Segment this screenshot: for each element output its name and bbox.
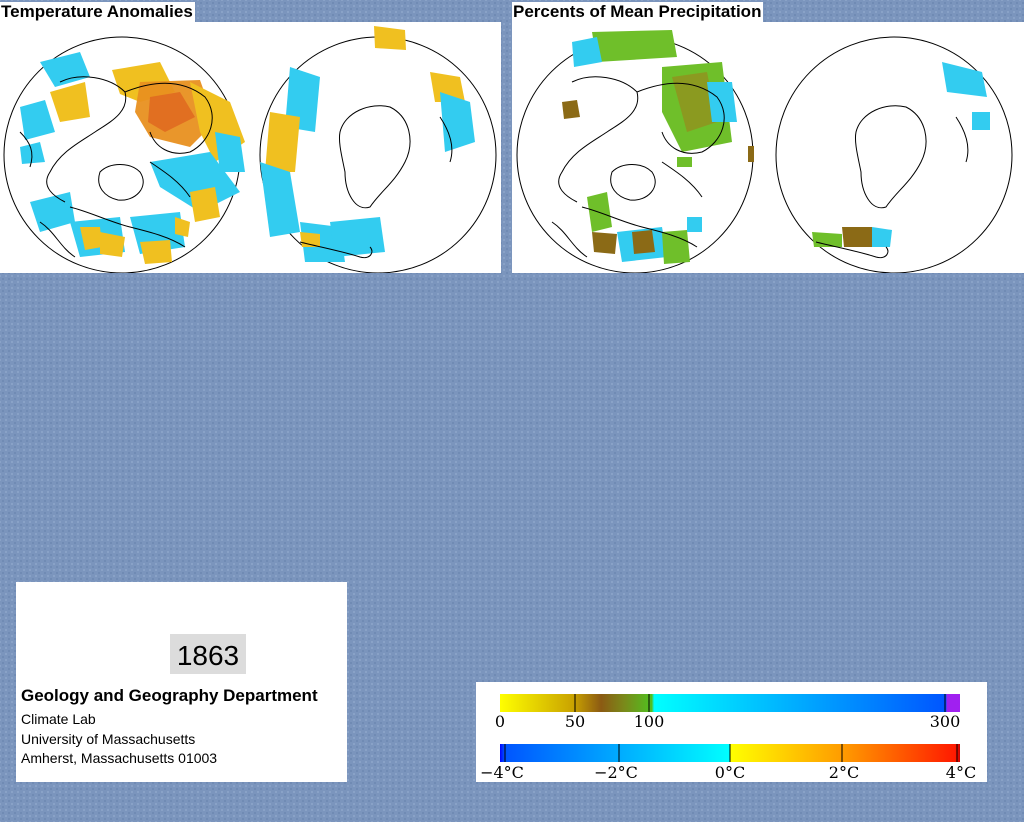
temp-tick-minus2: −2°C xyxy=(594,763,638,782)
antarctica-coastline-precip xyxy=(815,105,969,259)
precip-tick-0: 0 xyxy=(495,712,505,731)
year-label: 1863 xyxy=(170,634,246,674)
precip-tick-300: 300 xyxy=(930,712,961,731)
temperature-anomaly-cells-south xyxy=(260,26,475,262)
precip-tick-50: 50 xyxy=(565,712,585,731)
temp-tick-minus4: −4°C xyxy=(480,763,524,782)
antarctica-coastline xyxy=(299,105,453,259)
city-address: Amherst, Massachusetts 01003 xyxy=(21,750,218,766)
legend-box: 0 50 100 300 −4°C −2°C 0°C 2°C 4°C xyxy=(476,682,987,782)
temp-tick-2: 2°C xyxy=(829,763,859,782)
precipitation-hemispheres xyxy=(516,30,1013,273)
temp-tick-4: 4°C xyxy=(946,763,976,782)
precipitation-cells-south xyxy=(812,62,990,247)
temperature-anomaly-cells xyxy=(20,52,245,264)
coastlines-precip xyxy=(551,76,725,258)
department-name: Geology and Geography Department xyxy=(21,686,318,705)
south-hemisphere-globe-precip xyxy=(775,36,1013,273)
precipitation-map-panel xyxy=(512,22,1024,273)
south-hemisphere-globe xyxy=(259,26,497,273)
north-hemisphere-globe xyxy=(3,36,245,273)
legend-scales: 0 50 100 300 −4°C −2°C 0°C 2°C 4°C xyxy=(480,694,976,782)
temperature-map-panel xyxy=(0,22,501,273)
precipitation-cells xyxy=(562,30,754,264)
coastlines xyxy=(19,76,213,258)
north-hemisphere-globe-precip xyxy=(516,30,754,273)
temp-tick-0: 0°C xyxy=(715,763,745,782)
precipitation-scale: 0 50 100 300 xyxy=(495,694,960,731)
info-box: 1863 Geology and Geography Department Cl… xyxy=(16,582,347,782)
temperature-hemispheres xyxy=(3,26,497,273)
precipitation-panel-title: Percents of Mean Precipitation xyxy=(512,2,764,22)
precip-tick-100: 100 xyxy=(634,712,665,731)
temperature-scale: −4°C −2°C 0°C 2°C 4°C xyxy=(480,744,976,782)
temperature-panel-title: Temperature Anomalies xyxy=(0,2,195,22)
university-name: University of Massachusetts xyxy=(21,731,196,747)
lab-name: Climate Lab xyxy=(21,711,96,727)
